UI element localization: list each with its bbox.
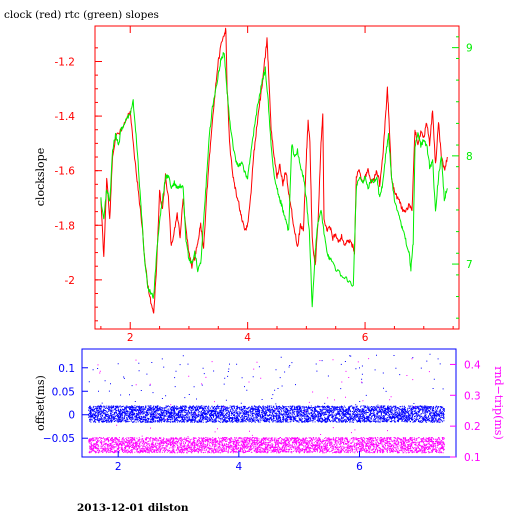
bottom-plot-frame xyxy=(81,348,457,458)
bottom-panel: 2 4 60.10.050−0.050.40.30.20.1 offset(ms) … xyxy=(34,348,505,473)
bottom-x-tick-label: 6 xyxy=(356,461,363,473)
bottom-y-tick-label: 0.05 xyxy=(52,386,75,398)
clock-series xyxy=(100,27,448,314)
top-y-tick-label: -1.2 xyxy=(55,56,76,68)
offset-point-cloud xyxy=(88,353,445,423)
top-y2-tick-label: 8 xyxy=(466,151,473,163)
rtc-series xyxy=(100,52,448,308)
top-x-tick-label: 6 xyxy=(362,332,369,344)
bottom-y2-tick-label: 0.4 xyxy=(464,359,481,371)
top-y2-tick-label: 9 xyxy=(466,43,473,55)
bottom-y2-tick-label: 0.3 xyxy=(464,390,481,402)
top-y-tick-label: -2 xyxy=(65,275,75,287)
top-y-tick-label: -1.8 xyxy=(55,220,76,232)
top-y-tick-label: -1.6 xyxy=(55,166,76,178)
bottom-y-tick-label: 0 xyxy=(68,410,75,422)
bottom-axes: 2 4 6 0.1 0.05 0 −0.05 0.4 0.3 0.2 0.1 xyxy=(43,359,481,473)
bottom-y2-tick-label: 0.2 xyxy=(464,421,481,433)
rtc-line xyxy=(100,52,448,308)
top-y-tick-label: -1.4 xyxy=(55,111,76,123)
top-x-tick-label: 2 xyxy=(127,332,134,344)
bottom-y2label: rnd−trip(ms) xyxy=(492,366,505,440)
top-ylabel: clockslope xyxy=(34,148,47,206)
bottom-ylabel: offset(ms) xyxy=(34,375,47,431)
offset-points xyxy=(88,353,445,423)
rnd-trip-points xyxy=(88,358,445,454)
footer-label: 2013-12-01 dilston xyxy=(77,502,189,512)
top-x-tick-label: 4 xyxy=(244,332,251,344)
bottom-y2-tick-label: 0.1 xyxy=(464,452,481,464)
rnd-trip-point-cloud xyxy=(88,358,445,454)
chart-title: clock (red) rtc (green) slopes xyxy=(4,9,159,21)
bottom-y-tick-label: −0.05 xyxy=(43,433,75,445)
clock-line xyxy=(100,27,448,314)
bottom-y-tick-label: 0.1 xyxy=(58,363,75,375)
top-y2-tick-label: 7 xyxy=(466,259,473,271)
offset-rndtrip-points xyxy=(88,353,445,454)
top-axes: 2 4 6 -1.2 -1.4 -1.6 -1.8 -2 9 8 7 xyxy=(55,26,473,344)
bottom-x-tick-label: 2 xyxy=(115,461,122,473)
bottom-x-tick-label: 4 xyxy=(235,461,242,473)
top-panel: 2 4 6 -1.2 -1.4 -1.6 -1.8 -2 9 8 7 clockslope xyxy=(34,25,473,344)
